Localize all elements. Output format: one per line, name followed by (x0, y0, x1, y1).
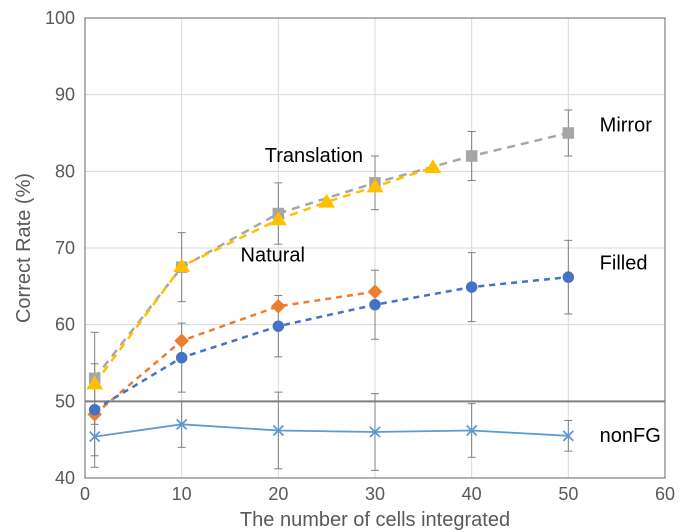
marker-filled (467, 282, 477, 292)
x-tick-label: 0 (80, 484, 90, 504)
series-label-natural: Natural (241, 245, 305, 267)
y-tick-label: 60 (55, 315, 75, 335)
y-tick-label: 50 (55, 391, 75, 411)
y-tick-label: 80 (55, 161, 75, 181)
series-label-translation: Translation (265, 145, 363, 167)
x-tick-label: 40 (462, 484, 482, 504)
x-tick-label: 20 (268, 484, 288, 504)
marker-mirror (563, 128, 573, 138)
x-axis-title: The number of cells integrated (240, 509, 510, 531)
series-label-nonfg: nonFG (600, 425, 661, 447)
marker-filled (370, 300, 380, 310)
series-label-filled: Filled (600, 252, 648, 274)
marker-filled (563, 272, 573, 282)
marker-filled (90, 405, 100, 415)
x-tick-label: 10 (172, 484, 192, 504)
y-tick-label: 90 (55, 85, 75, 105)
marker-mirror (467, 151, 477, 161)
chart-container: 0 10 20 30 40 50 60 40 50 60 70 80 90 100 The number o… (0, 0, 693, 532)
marker-filled (177, 353, 187, 363)
x-tick-label: 30 (365, 484, 385, 504)
series-label-mirror: Mirror (600, 114, 653, 136)
x-tick-label: 60 (655, 484, 675, 504)
chart-svg: 0 10 20 30 40 50 60 40 50 60 70 80 90 100 The number o… (0, 0, 693, 532)
y-tick-label: 40 (55, 468, 75, 488)
marker-filled (273, 321, 283, 331)
y-tick-label: 100 (45, 8, 75, 28)
y-axis-title: Correct Rate (%) (13, 173, 35, 323)
y-tick-label: 70 (55, 238, 75, 258)
x-tick-label: 50 (558, 484, 578, 504)
